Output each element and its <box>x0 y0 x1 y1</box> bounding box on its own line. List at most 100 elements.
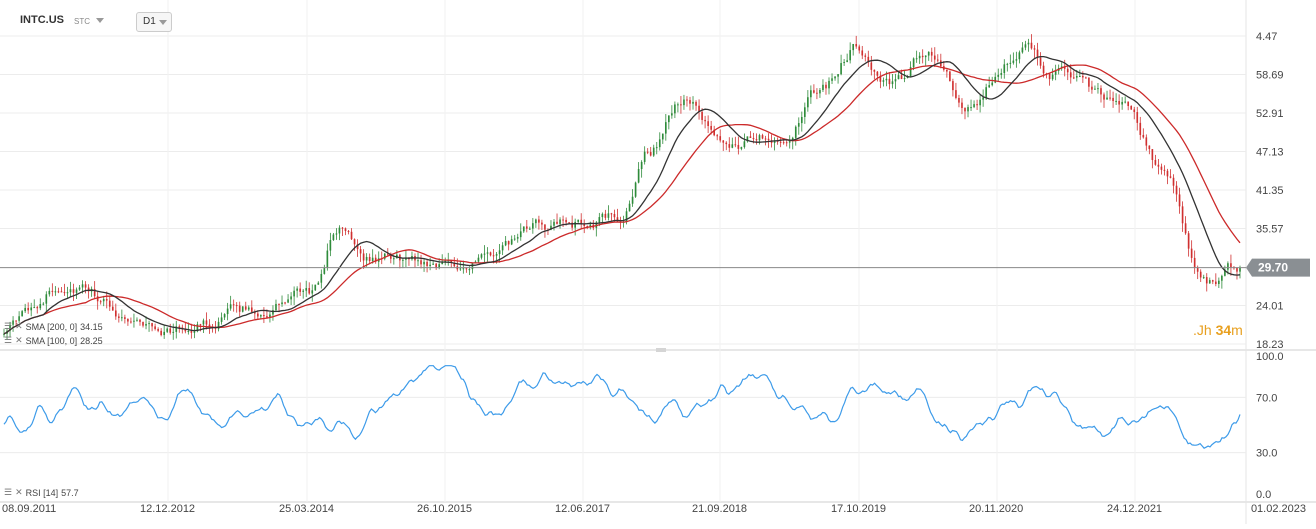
candle-body <box>568 222 570 224</box>
candle-body <box>915 58 918 60</box>
candle-body <box>791 137 794 141</box>
candle-body <box>936 59 939 61</box>
candle-body <box>816 92 818 94</box>
candle-body <box>698 105 700 112</box>
candle-body <box>586 226 589 228</box>
candle-body <box>652 147 655 156</box>
candle-body <box>187 331 190 333</box>
candle-body <box>719 136 722 141</box>
candle-body <box>281 302 283 305</box>
candle-body <box>229 304 232 309</box>
candle-body <box>955 90 957 98</box>
candle-body <box>580 219 583 224</box>
candle-body <box>565 219 567 223</box>
candle-body <box>1208 280 1211 284</box>
candle-body <box>105 299 108 301</box>
candle-body <box>190 331 193 333</box>
candle-body <box>813 90 815 93</box>
candle-body <box>1196 267 1199 272</box>
candle-body <box>1184 223 1187 234</box>
settings-icon[interactable]: ☰ <box>4 321 13 331</box>
close-icon[interactable]: ✕ <box>15 335 23 345</box>
candle-body <box>160 330 162 336</box>
candle-body <box>501 245 504 251</box>
candle-body <box>1036 49 1039 58</box>
candle-body <box>976 104 978 106</box>
candle-body <box>927 51 930 56</box>
candle-body <box>462 268 465 270</box>
candle-body <box>296 288 298 291</box>
candle-body <box>522 226 525 232</box>
candle-body <box>692 101 694 104</box>
candle-body <box>737 144 740 149</box>
time-tick-label: 20.11.2020 <box>969 503 1023 515</box>
instrument-type-label[interactable]: STC <box>74 17 90 26</box>
sma100-legend: ☰ ✕ SMA [100, 0] 28.25 <box>4 335 103 346</box>
candle-body <box>834 76 836 79</box>
candle-body <box>658 139 661 148</box>
candle-body <box>133 320 135 322</box>
candle-body <box>99 301 102 303</box>
candle-body <box>359 249 362 254</box>
settings-icon[interactable]: ☰ <box>4 487 13 497</box>
candle-body <box>1109 97 1111 99</box>
candle-body <box>1127 101 1130 107</box>
candle-body <box>178 326 181 328</box>
candle-body <box>961 102 963 108</box>
candle-body <box>241 306 244 312</box>
close-icon[interactable]: ✕ <box>15 321 23 331</box>
candle-body <box>1121 101 1123 105</box>
candle-body <box>535 219 537 224</box>
pane-resize-handle[interactable] <box>656 348 666 352</box>
candle-body <box>142 321 144 326</box>
candle-body <box>151 323 153 327</box>
candle-body <box>441 262 444 265</box>
close-icon[interactable]: ✕ <box>15 487 23 497</box>
settings-icon[interactable]: ☰ <box>4 335 13 345</box>
candle-body <box>269 314 271 318</box>
candle-body <box>1018 52 1021 60</box>
candle-body <box>668 115 670 123</box>
candle-body <box>713 129 716 136</box>
candle-body <box>93 288 96 297</box>
candle-body <box>302 290 305 292</box>
candle-body <box>148 323 150 325</box>
candle-body <box>429 264 431 267</box>
candle-countdown-value: 34 <box>1215 322 1232 338</box>
candle-body <box>1003 64 1006 74</box>
candle-body <box>1236 267 1238 272</box>
candle-body <box>1012 60 1015 63</box>
candle-body <box>1154 159 1157 165</box>
candle-countdown-suffix: m <box>1231 322 1243 338</box>
candle-body <box>701 111 703 120</box>
price-tick-label: 58.69 <box>1256 70 1284 82</box>
candle-body <box>1085 77 1087 79</box>
candle-body <box>921 55 924 58</box>
candle-body <box>305 288 308 291</box>
timeframe-selector[interactable]: D1 <box>136 12 172 32</box>
time-tick-label: 01.02.2023 <box>1251 503 1306 515</box>
instrument-dropdown-icon[interactable] <box>96 18 104 23</box>
price-tick-label: 52.91 <box>1256 108 1284 120</box>
candle-body <box>486 252 489 254</box>
price-tick-label: 47.13 <box>1256 147 1284 159</box>
candle-body <box>731 144 734 148</box>
candle-body <box>1175 185 1178 195</box>
candle-body <box>683 99 685 106</box>
candle-body <box>139 319 141 322</box>
candle-body <box>368 256 371 262</box>
candle-body <box>326 250 329 269</box>
candle-body <box>571 222 573 228</box>
candle-body <box>1024 44 1027 48</box>
candle-body <box>121 317 123 319</box>
candle-body <box>51 290 54 292</box>
sma100-legend-label: SMA [100, 0] <box>25 335 78 346</box>
candle-body <box>284 302 286 304</box>
candle-body <box>510 239 513 245</box>
candle-body <box>1039 57 1042 66</box>
candle-body <box>483 253 486 255</box>
candle-body <box>912 58 915 68</box>
candle-body <box>127 318 129 322</box>
current-price-tag <box>1246 258 1310 277</box>
